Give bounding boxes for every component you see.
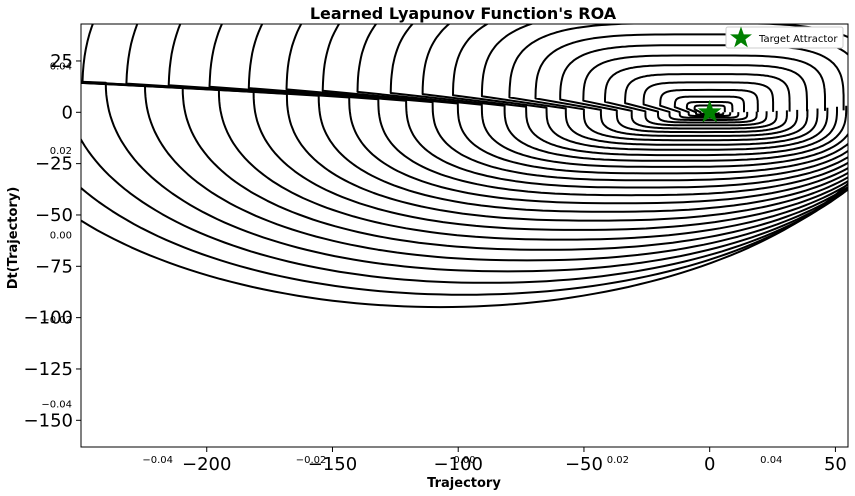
y-ticks: 25 0 −25 −50 −75 −100 −125 −150 (24, 51, 81, 431)
contour-line (389, 24, 848, 162)
contour-line (673, 95, 745, 117)
chart-title: Learned Lyapunov Function's ROA (310, 4, 617, 23)
contour-line (321, 24, 848, 175)
contour-line (285, 24, 848, 182)
overlay-x-tick-label: 0.02 (607, 455, 629, 466)
x-tick-label: −200 (182, 454, 231, 475)
x-tick-label: −150 (308, 454, 357, 475)
contour-line (559, 44, 845, 134)
contour-line (81, 81, 848, 262)
overlay-y-tick-label: 0.00 (50, 231, 72, 242)
overlay-y-tick-label: −0.04 (41, 400, 72, 411)
contour-line (247, 24, 848, 189)
contour-line (81, 24, 848, 222)
contour-line (624, 73, 791, 124)
y-axis-label: Dt(Trajectory) (6, 187, 21, 290)
contour-line (81, 185, 848, 296)
x-tick-label: −100 (433, 454, 482, 475)
contour-line (452, 24, 829, 151)
y-tick-label: −100 (24, 308, 73, 329)
y-tick-label: 25 (50, 51, 73, 72)
overlay-y-tick-label: 0.04 (50, 61, 72, 72)
legend-star-icon (730, 26, 752, 48)
y-tick-label: 0 (62, 102, 73, 123)
legend-label: Target Attractor (758, 34, 838, 45)
overlay-x-tick-label: −0.02 (296, 455, 327, 466)
y-tick-label: −75 (35, 256, 73, 277)
contour-line (582, 54, 826, 130)
contour-line (356, 24, 848, 168)
x-tick-label: −50 (565, 454, 603, 475)
contour-line (81, 81, 848, 231)
x-axis-label: Trajectory (427, 476, 501, 491)
overlay-y-tick-label: 0.02 (50, 146, 72, 157)
y-tick-label: −125 (24, 359, 73, 380)
y-tick-label: −50 (35, 205, 73, 226)
contour-line (659, 88, 759, 119)
x-ticks: −200 −150 −100 −50 0 50 (182, 447, 847, 475)
overlay-y-tick-label: −0.02 (41, 315, 72, 326)
contour-line (167, 24, 848, 205)
overlay-x-tick-label: 0.04 (760, 455, 782, 466)
contour-line (81, 81, 848, 241)
x-tick-label: 50 (824, 454, 847, 475)
contour-line (685, 101, 734, 116)
y-tick-label: −150 (24, 410, 73, 431)
contour-line (208, 24, 848, 197)
target-attractor-point (697, 99, 722, 123)
overlay-y-ticks: 0.04 0.02 0.00 −0.02 −0.04 (41, 61, 72, 410)
contour-line (81, 80, 848, 273)
y-tick-label: −25 (35, 154, 73, 175)
legend-box (725, 26, 844, 49)
contour-line (480, 24, 819, 146)
legend-star-marker (730, 26, 752, 48)
contour-line (81, 81, 848, 251)
contour-line (604, 64, 808, 127)
x-tick-label: 0 (704, 454, 715, 475)
contour-line (421, 24, 838, 157)
contour-line (125, 24, 848, 213)
contour-line (81, 182, 848, 309)
overlay-x-tick-label: −0.04 (142, 455, 173, 466)
contour-line (642, 81, 775, 121)
target-attractor-star-icon (697, 99, 722, 123)
contour-line (81, 137, 848, 284)
overlay-x-tick-label: 0.00 (453, 455, 475, 466)
plot-frame (80, 23, 849, 448)
overlay-x-ticks: −0.04 −0.02 0.00 0.02 0.04 (142, 455, 782, 466)
legend: Target Attractor (725, 26, 844, 49)
